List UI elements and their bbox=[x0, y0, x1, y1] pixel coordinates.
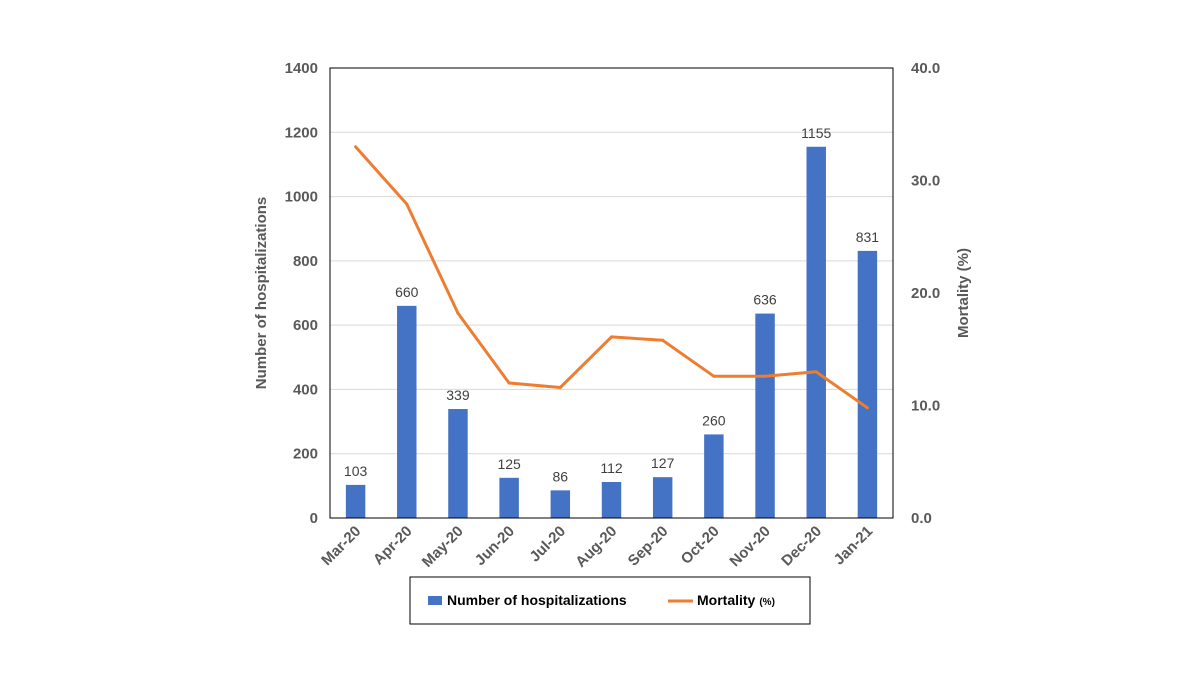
x-tick-label: Jul-20 bbox=[526, 523, 569, 566]
bar bbox=[704, 434, 724, 518]
y2-tick-label: 40.0 bbox=[911, 60, 940, 77]
bar bbox=[448, 409, 468, 518]
x-tick-label: Sep-20 bbox=[625, 523, 672, 570]
bar bbox=[345, 484, 366, 518]
mortality-point bbox=[456, 311, 460, 315]
right-axis-title: Mortality (%) bbox=[955, 248, 972, 338]
x-tick-label: Oct-20 bbox=[678, 523, 723, 568]
bar-data-label: 636 bbox=[753, 292, 777, 308]
bar bbox=[499, 477, 519, 518]
legend: Number of hospitalizations Mortality (%) bbox=[409, 576, 811, 625]
x-tick-label: Jan-21 bbox=[831, 523, 877, 569]
x-tick-label: Aug-20 bbox=[572, 523, 620, 571]
bar bbox=[755, 313, 775, 518]
bar-data-label: 1155 bbox=[801, 125, 831, 141]
legend-hospitalizations-label: Number of hospitalizations bbox=[447, 592, 627, 608]
y-tick-label: 1200 bbox=[285, 124, 318, 141]
mortality-line-series bbox=[354, 145, 869, 410]
plot-frame bbox=[329, 67, 894, 519]
x-tick-label: Jun-20 bbox=[472, 523, 518, 569]
bar bbox=[806, 146, 826, 518]
bar bbox=[601, 482, 622, 518]
x-tick-label: Dec-20 bbox=[778, 523, 825, 570]
y-tick-label: 600 bbox=[293, 317, 318, 334]
mortality-point bbox=[661, 338, 665, 342]
mortality-point bbox=[405, 202, 409, 206]
y-tick-label: 200 bbox=[293, 446, 318, 463]
mortality-point bbox=[763, 374, 767, 378]
bar-data-label: 127 bbox=[651, 455, 675, 471]
legend-box bbox=[409, 576, 811, 625]
x-tick-label: Apr-20 bbox=[370, 523, 416, 569]
y2-tick-label: 0.0 bbox=[911, 510, 932, 527]
bar-data-labels: 103 660 339 125 86 112 127 260 636 1155 831 bbox=[344, 125, 879, 485]
y2-tick-label: 10.0 bbox=[911, 398, 940, 415]
bar-data-label: 86 bbox=[553, 468, 569, 484]
mortality-point bbox=[712, 374, 716, 378]
bar bbox=[397, 305, 417, 518]
left-axis-ticks: 0 200 400 600 800 1000 1200 1400 bbox=[285, 60, 318, 527]
y-tick-label: 1000 bbox=[285, 189, 318, 206]
y-tick-label: 1400 bbox=[285, 60, 318, 77]
mortality-point bbox=[814, 370, 818, 374]
bar-data-label: 125 bbox=[497, 456, 521, 472]
bar-data-label: 831 bbox=[856, 229, 880, 245]
gridlines bbox=[330, 131, 893, 455]
mortality-point bbox=[865, 406, 869, 410]
y-tick-label: 0 bbox=[310, 510, 318, 527]
bar bbox=[652, 477, 673, 518]
mortality-point bbox=[610, 335, 613, 339]
y-tick-label: 400 bbox=[293, 381, 318, 398]
y2-tick-label: 20.0 bbox=[911, 285, 940, 302]
y-tick-label: 800 bbox=[293, 253, 318, 270]
mortality-line bbox=[354, 145, 869, 410]
x-axis-ticks: Mar-20 Apr-20 May-20 Jun-20 Jul-20 Aug-20 Sep-… bbox=[318, 523, 876, 571]
bar-data-label: 103 bbox=[344, 463, 368, 479]
bar-data-label: 260 bbox=[702, 412, 726, 428]
mortality-point bbox=[558, 386, 562, 389]
bar-series bbox=[345, 146, 878, 518]
y2-tick-label: 30.0 bbox=[911, 173, 940, 190]
x-tick-label: Nov-20 bbox=[726, 523, 773, 570]
mortality-point bbox=[507, 381, 511, 385]
x-tick-label: May-20 bbox=[419, 523, 467, 571]
x-tick-label: Mar-20 bbox=[318, 523, 364, 569]
right-axis-ticks: 0.0 10.0 20.0 30.0 40.0 bbox=[911, 60, 940, 527]
bar-data-label: 112 bbox=[600, 460, 623, 476]
left-axis-title: Number of hospitalizations bbox=[253, 197, 270, 390]
bar bbox=[550, 490, 571, 518]
bar-data-label: 660 bbox=[395, 284, 419, 300]
mortality-point bbox=[354, 145, 358, 149]
legend-mortality-label: Mortality (%) bbox=[697, 592, 775, 608]
legend-hospitalizations-swatch bbox=[428, 596, 442, 605]
bar bbox=[857, 250, 878, 518]
bar-data-label: 339 bbox=[446, 387, 470, 403]
